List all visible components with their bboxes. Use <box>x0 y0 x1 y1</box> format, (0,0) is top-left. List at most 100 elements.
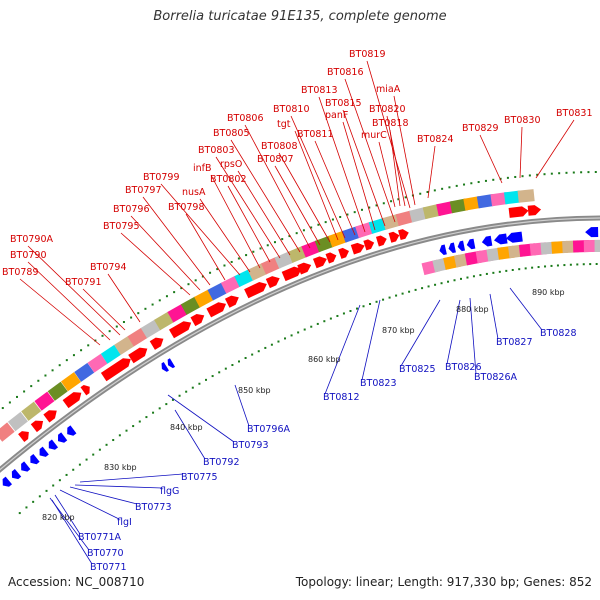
forward-gene-arrow <box>338 247 349 259</box>
forward-leader-line <box>199 198 251 273</box>
tick-dot <box>360 208 363 211</box>
cog-block <box>7 411 28 432</box>
scale-label: 820 kbp <box>42 513 75 522</box>
forward-gene-label: BT0791 <box>65 277 102 288</box>
tick-dot <box>44 374 47 377</box>
reverse-leader-line <box>400 299 441 367</box>
forward-leader-line <box>393 95 416 206</box>
tick-dot <box>201 275 204 278</box>
forward-leader-line <box>210 174 261 269</box>
forward-gene-label: BT0811 <box>297 129 334 140</box>
cog-block <box>594 239 600 252</box>
reverse-gene-arrow <box>585 226 599 238</box>
scale-label: 890 kbp <box>532 288 565 297</box>
reverse-leader-line <box>51 499 93 565</box>
forward-gene-arrow <box>281 266 302 282</box>
tick-dot <box>353 211 356 214</box>
cog-block <box>341 226 361 243</box>
tick-dot <box>453 279 456 282</box>
tick-dot <box>85 458 88 461</box>
cog-block <box>422 203 441 220</box>
tick-dot <box>25 506 28 509</box>
tick-dot <box>414 288 417 291</box>
tick-dot <box>382 298 385 301</box>
tick-dot <box>556 264 559 267</box>
tick-dot <box>297 331 300 334</box>
cog-block <box>194 289 214 308</box>
tick-dot <box>224 367 227 370</box>
forward-gene-arrow <box>80 384 90 396</box>
reverse-leader-line <box>509 287 543 331</box>
forward-gene-label: rpsO <box>220 159 242 170</box>
tick-dot <box>295 232 298 235</box>
tick-dot <box>245 254 248 257</box>
forward-gene-label: BT0808 <box>261 141 298 152</box>
forward-gene-label: BT0805 <box>213 128 250 139</box>
tick-dot <box>259 247 262 250</box>
tick-dot <box>23 390 26 393</box>
tick-dot <box>521 175 524 178</box>
forward-gene-label: BT0798 <box>168 202 205 213</box>
tick-dot <box>72 354 75 357</box>
tick-dot <box>339 215 342 218</box>
cog-block <box>180 296 201 315</box>
tick-dot <box>144 307 147 310</box>
forward-gene-arrow <box>128 347 148 364</box>
tick-dot <box>281 238 284 241</box>
forward-gene-label: BT0807 <box>257 154 294 165</box>
forward-gene-label: BT0790 <box>10 250 47 261</box>
cog-block <box>274 251 294 269</box>
tick-dot <box>368 206 371 209</box>
forward-leader-line <box>342 109 386 227</box>
tick-dot <box>187 283 190 286</box>
scale-label: 840 kbp <box>170 423 203 432</box>
tick-dot <box>404 196 407 199</box>
forward-leader-line <box>519 126 523 179</box>
forward-leader-line <box>107 273 141 323</box>
tick-dot <box>388 296 391 299</box>
gene-labels: BT0789 BT0790 BT0790A BT0791 BT0794 BT0795 BT0… <box>2 49 593 573</box>
tick-dot <box>477 181 480 184</box>
tick-dot <box>244 356 247 359</box>
genome-summary-text: Topology: linear; Length: 917,330 bp; Ge… <box>295 575 592 589</box>
tick-dot <box>375 204 378 207</box>
tick-dot <box>550 264 553 267</box>
scale-label: 880 kbp <box>456 305 489 314</box>
tick-dot <box>419 192 422 195</box>
reverse-leader-line <box>69 486 138 505</box>
forward-gene-label: BT0819 <box>349 49 386 60</box>
forward-leader-line <box>130 215 201 291</box>
forward-genes <box>18 205 542 443</box>
backbone-track <box>0 215 600 473</box>
cog-block <box>154 311 174 331</box>
tick-dot <box>78 463 81 466</box>
tick-dot <box>145 416 148 419</box>
forward-gene-label: BT0795 <box>103 221 140 232</box>
tick-dot <box>52 484 55 487</box>
tick-dot <box>362 305 365 308</box>
reverse-leader-line <box>446 299 461 365</box>
forward-leader-line <box>160 183 241 276</box>
forward-gene-label: BT0797 <box>125 185 162 196</box>
tick-dot <box>180 287 183 290</box>
tick-dot <box>237 360 240 363</box>
tick-dot <box>329 317 332 320</box>
forward-gene-label: BT0790A <box>10 234 53 245</box>
forward-gene-arrow <box>527 205 542 216</box>
tick-dot <box>511 268 514 271</box>
tick-dot <box>421 287 424 290</box>
forward-gene-arrow <box>224 295 239 308</box>
tick-dot <box>32 500 35 503</box>
forward-gene-arrow <box>18 431 29 443</box>
tick-dot <box>101 334 104 337</box>
tick-dot <box>165 403 168 406</box>
tick-dot <box>536 173 539 176</box>
tick-dot <box>594 171 597 174</box>
tick-dot <box>342 312 345 315</box>
tick-dot <box>284 337 287 340</box>
tick-dot <box>466 276 469 279</box>
tick-dot <box>505 269 508 272</box>
label-leaders <box>19 60 575 565</box>
reverse-gene-arrow <box>11 468 22 480</box>
tick-dot <box>302 229 305 232</box>
